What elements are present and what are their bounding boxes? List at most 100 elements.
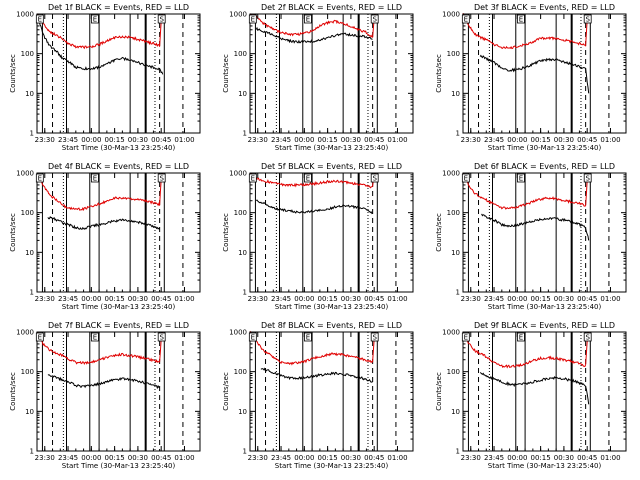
y-tick-label: 1000 [442, 329, 460, 337]
x-tick-label: 00:45 [151, 295, 171, 303]
x-tick-label: 23:45 [484, 295, 504, 303]
x-tick-label: 00:15 [531, 454, 551, 462]
detector-panel-9: Det 9f BLACK = Events, RED = LLD 1 10 100 10… [435, 321, 627, 470]
marker-box [91, 332, 99, 342]
series-events-line [36, 14, 164, 75]
marker-label: S [159, 334, 164, 342]
x-tick-label: 00:45 [364, 295, 384, 303]
series-lld-line [249, 330, 377, 366]
y-tick-label: 100 [447, 209, 460, 217]
x-tick-label: 23:30 [248, 136, 268, 144]
x-axis-label: Start Time (30-Mar-13 23:25:40) [62, 303, 176, 311]
x-tick-label: 01:00 [600, 454, 620, 462]
marker-label: S [585, 175, 590, 183]
y-tick-label: 10 [25, 408, 34, 416]
x-axis-label: Start Time (30-Mar-13 23:25:40) [488, 303, 602, 311]
x-axis-label: Start Time (30-Mar-13 23:25:40) [62, 144, 176, 152]
marker-label: E [464, 334, 468, 342]
x-tick-label: 01:00 [600, 136, 620, 144]
detector-panel-4: Det 4f BLACK = Events, RED = LLD 1 10 100 10… [9, 162, 201, 311]
x-tick-label: 00:15 [318, 136, 338, 144]
panel-title: Det 1f BLACK = Events, RED = LLD [48, 3, 189, 12]
marker-label: E [306, 334, 310, 342]
marker-label: E [306, 175, 310, 183]
x-tick-label: 23:45 [484, 454, 504, 462]
series-events-line [47, 374, 160, 390]
marker-box [157, 332, 166, 342]
y-axis-label: Counts/sec [222, 372, 230, 411]
detector-panel-7: Det 7f BLACK = Events, RED = LLD 1 10 100 10… [9, 321, 201, 470]
marker-box [157, 173, 166, 183]
series-lld-line [462, 331, 590, 369]
x-tick-label: 23:30 [35, 295, 55, 303]
x-tick-label: 00:15 [318, 295, 338, 303]
series-events-line [47, 216, 161, 230]
series-lld-line [249, 172, 377, 189]
x-tick-label: 23:30 [461, 136, 481, 144]
y-tick-label: 10 [25, 249, 34, 257]
marker-box [35, 173, 44, 183]
y-tick-label: 100 [234, 368, 247, 376]
y-axis-label: Counts/sec [435, 54, 443, 93]
series-events-line [481, 213, 590, 241]
plot-frame [249, 331, 414, 452]
x-tick-label: 23:45 [58, 136, 78, 144]
y-tick-label: 1000 [442, 170, 460, 178]
x-tick-label: 00:00 [81, 454, 101, 462]
x-tick-label: 00:30 [341, 454, 361, 462]
y-tick-label: 1 [456, 448, 460, 456]
y-axis-label: Counts/sec [9, 213, 17, 252]
series-events-line [479, 54, 590, 94]
marker-label: S [585, 16, 590, 24]
marker-label: S [372, 16, 377, 24]
x-tick-label: 00:30 [128, 295, 148, 303]
y-tick-label: 1 [456, 289, 460, 297]
y-tick-label: 10 [238, 249, 247, 257]
marker-label: E [519, 334, 523, 342]
y-tick-label: 1000 [229, 329, 247, 337]
x-tick-label: 23:30 [461, 454, 481, 462]
y-tick-label: 10 [451, 408, 460, 416]
marker-box [370, 14, 379, 24]
series-lld-line [36, 172, 164, 212]
y-tick-label: 100 [234, 50, 247, 58]
x-axis-label: Start Time (30-Mar-13 23:25:40) [275, 462, 389, 470]
detector-panel-6: Det 6f BLACK = Events, RED = LLD 1 10 100 10… [435, 162, 627, 311]
marker-box [461, 173, 470, 183]
y-tick-label: 100 [21, 209, 34, 217]
x-axis-label: Start Time (30-Mar-13 23:25:40) [488, 144, 602, 152]
x-tick-label: 00:15 [105, 295, 125, 303]
y-tick-label: 100 [21, 50, 34, 58]
marker-label: S [585, 334, 590, 342]
panel-title: Det 5f BLACK = Events, RED = LLD [261, 162, 402, 171]
series-events-line [255, 26, 373, 44]
marker-box [461, 332, 470, 342]
panel-title: Det 2f BLACK = Events, RED = LLD [261, 3, 402, 12]
marker-label: S [159, 175, 164, 183]
x-tick-label: 01:00 [387, 454, 407, 462]
x-tick-label: 01:00 [387, 136, 407, 144]
marker-label: E [519, 16, 523, 24]
marker-label: S [159, 16, 164, 24]
x-tick-label: 00:00 [294, 295, 314, 303]
y-tick-label: 1 [456, 130, 460, 138]
y-tick-label: 1 [243, 130, 247, 138]
y-axis-label: Counts/sec [9, 372, 17, 411]
x-tick-label: 00:45 [364, 454, 384, 462]
x-tick-label: 23:45 [484, 136, 504, 144]
y-tick-label: 1000 [16, 170, 34, 178]
x-tick-label: 00:30 [128, 136, 148, 144]
x-tick-label: 00:00 [294, 136, 314, 144]
x-tick-label: 00:00 [81, 136, 101, 144]
panel-title: Det 8f BLACK = Events, RED = LLD [261, 321, 402, 330]
marker-box [304, 173, 312, 183]
y-tick-label: 1000 [442, 11, 460, 19]
plot-frame [36, 331, 201, 452]
marker-box [91, 173, 99, 183]
y-tick-label: 1 [30, 448, 34, 456]
y-axis-label: Counts/sec [222, 213, 230, 252]
x-tick-label: 01:00 [600, 295, 620, 303]
y-tick-label: 10 [238, 90, 247, 98]
marker-label: E [93, 334, 97, 342]
